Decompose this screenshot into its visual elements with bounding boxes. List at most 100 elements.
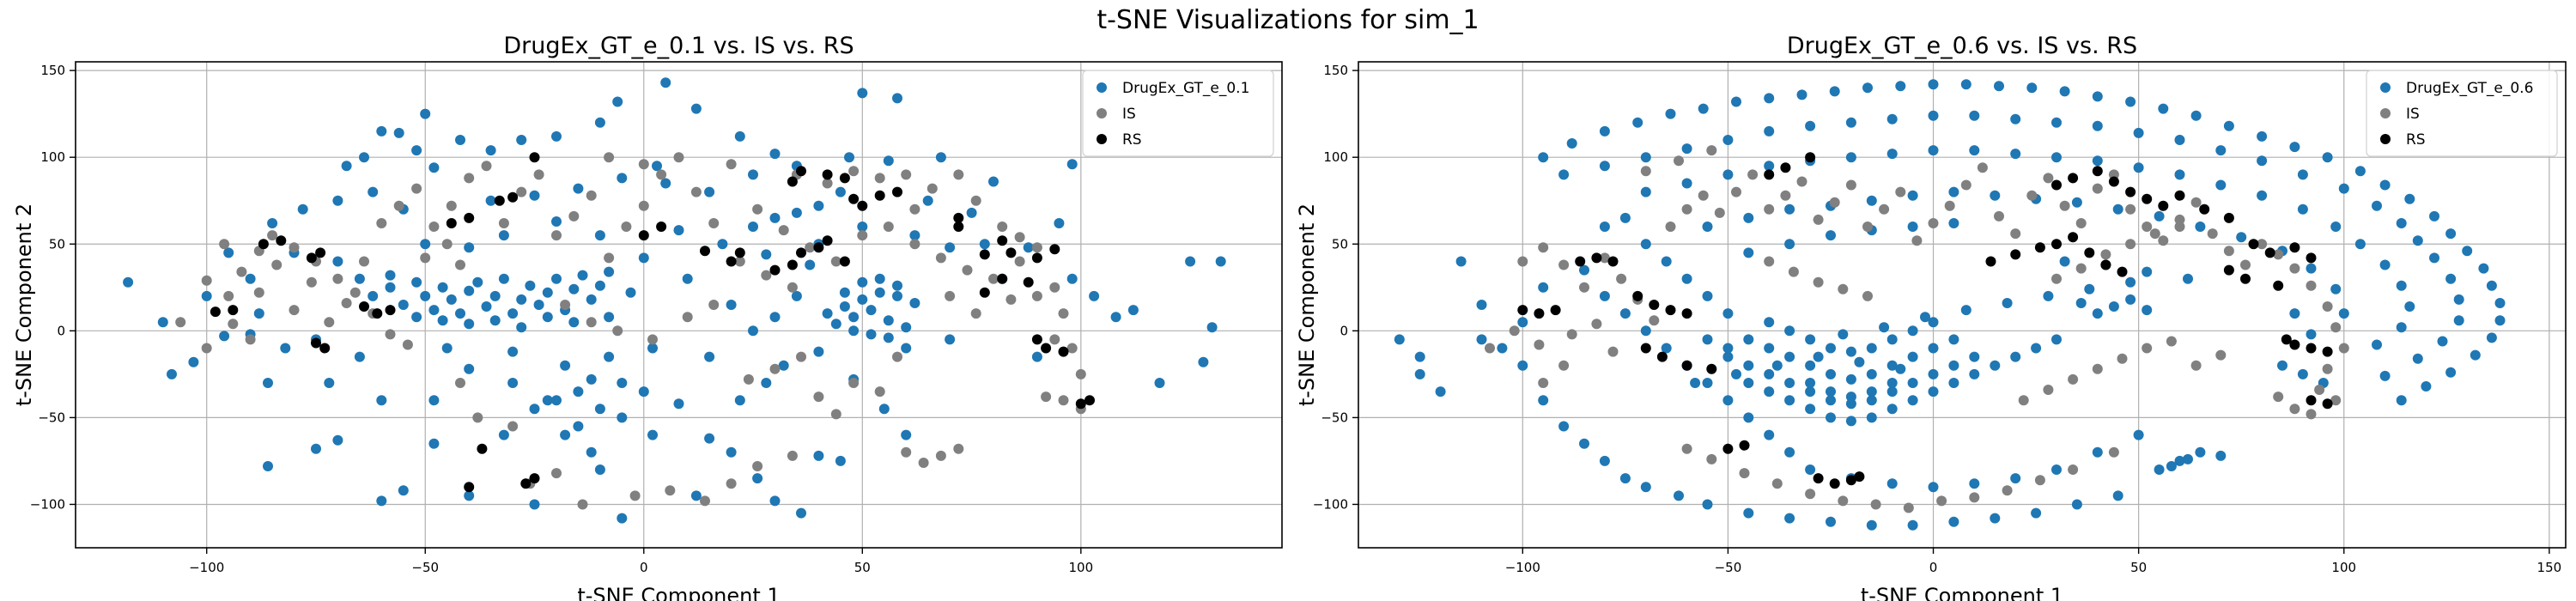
data-point xyxy=(1575,256,1586,267)
data-point xyxy=(1185,256,1196,267)
data-point xyxy=(2142,343,2153,354)
legend-marker xyxy=(1097,134,1107,144)
data-point xyxy=(2330,322,2342,333)
data-point xyxy=(2125,203,2136,215)
data-point xyxy=(1538,242,1549,253)
data-point xyxy=(568,283,580,294)
data-point xyxy=(2289,242,2300,253)
data-point xyxy=(2059,86,2070,97)
data-point xyxy=(787,176,798,187)
data-point xyxy=(726,300,737,310)
data-point xyxy=(2125,239,2136,250)
data-point xyxy=(402,339,413,350)
data-point xyxy=(529,190,540,201)
data-point xyxy=(1714,207,1725,218)
data-point xyxy=(2223,212,2234,223)
data-point xyxy=(542,287,553,298)
data-point xyxy=(1674,490,1684,501)
data-point xyxy=(874,287,885,298)
data-point xyxy=(2195,446,2206,458)
data-point xyxy=(2281,334,2292,345)
data-point xyxy=(2092,308,2103,319)
data-point xyxy=(1747,169,1759,180)
data-point xyxy=(1127,305,1139,316)
data-point xyxy=(1394,334,1405,345)
data-point xyxy=(1920,312,1930,323)
data-point xyxy=(2051,273,2062,284)
data-point xyxy=(1826,230,1836,241)
data-point xyxy=(411,183,422,194)
data-point xyxy=(2240,259,2251,270)
data-point xyxy=(822,178,833,189)
data-point xyxy=(2174,190,2185,201)
data-point xyxy=(411,145,422,156)
data-point xyxy=(857,230,868,241)
data-point xyxy=(604,152,615,163)
data-point xyxy=(769,363,781,374)
data-point xyxy=(586,373,597,385)
data-point xyxy=(734,256,745,267)
data-point xyxy=(210,307,221,318)
data-point xyxy=(1826,395,1836,406)
data-point xyxy=(1058,308,1069,319)
data-point xyxy=(516,186,527,197)
data-point xyxy=(376,495,387,507)
data-point xyxy=(2257,131,2268,142)
data-point xyxy=(1743,360,1754,371)
data-point xyxy=(1698,190,1709,201)
data-point xyxy=(2043,385,2054,395)
data-point xyxy=(376,125,387,137)
data-point xyxy=(437,315,448,326)
data-point xyxy=(2068,464,2079,475)
data-point xyxy=(1706,363,1717,374)
data-point xyxy=(188,356,199,367)
data-point xyxy=(2142,305,2153,316)
data-point xyxy=(1813,214,1824,225)
data-point xyxy=(909,239,920,250)
data-point xyxy=(1764,125,1775,137)
data-point xyxy=(1722,308,1734,319)
data-point xyxy=(1886,334,1898,345)
data-point xyxy=(573,421,584,432)
data-point xyxy=(1599,222,1610,232)
data-point xyxy=(489,315,501,326)
data-point xyxy=(2257,155,2268,167)
data-point xyxy=(376,218,387,228)
data-point xyxy=(455,135,465,145)
data-point xyxy=(332,434,343,446)
x-tick-label: −50 xyxy=(1715,560,1742,575)
data-point xyxy=(1066,159,1078,170)
data-point xyxy=(1960,79,1971,90)
data-point xyxy=(945,242,956,253)
data-point xyxy=(472,276,483,288)
data-point xyxy=(1826,386,1836,398)
legend-label: IS xyxy=(2406,106,2420,123)
data-point xyxy=(2215,349,2227,361)
data-point xyxy=(1698,103,1709,114)
data-point xyxy=(398,300,409,310)
data-point xyxy=(2002,298,2013,308)
data-point xyxy=(1764,169,1775,180)
data-point xyxy=(455,378,465,388)
data-point xyxy=(1014,232,1025,243)
data-point xyxy=(1599,161,1610,172)
data-point xyxy=(2330,395,2342,406)
data-point xyxy=(464,363,475,374)
data-point xyxy=(1640,239,1651,250)
data-point xyxy=(560,300,571,310)
data-point xyxy=(2002,485,2013,496)
data-point xyxy=(997,273,1008,284)
data-point xyxy=(2092,91,2103,102)
data-point xyxy=(2429,210,2439,222)
data-point xyxy=(2453,294,2464,305)
data-point xyxy=(1928,386,1939,398)
data-point xyxy=(2223,120,2234,131)
data-point xyxy=(1607,256,1619,267)
axes-frame xyxy=(75,61,1283,549)
data-point xyxy=(2236,232,2247,243)
data-point xyxy=(927,183,938,194)
data-point xyxy=(1784,325,1795,337)
data-point xyxy=(2026,82,2038,94)
data-point xyxy=(2372,200,2382,211)
